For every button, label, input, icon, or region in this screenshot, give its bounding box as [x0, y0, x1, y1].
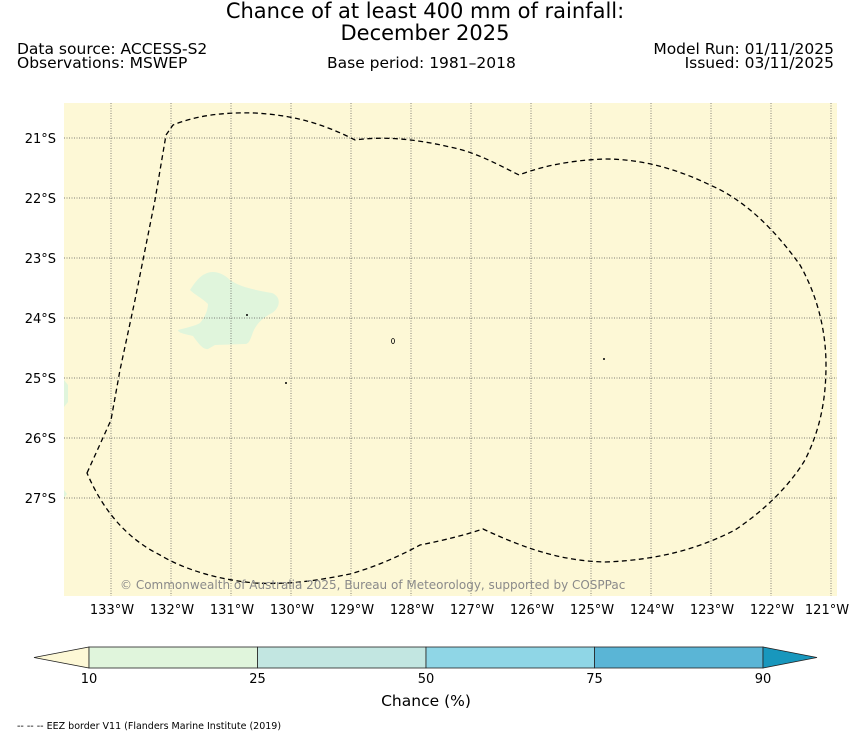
colorbar-tick-75: 75 [586, 672, 603, 687]
lon-label-129: 129°W [330, 603, 374, 618]
map-title-line2: December 2025 [340, 21, 510, 45]
colorbar-tick-50: 50 [418, 672, 435, 687]
island-markers [245, 313, 606, 384]
lat-label-27: 27°S [25, 492, 56, 507]
model-run-label: Model Run: 01/11/2025 [653, 40, 834, 58]
lon-label-128: 128°W [390, 603, 434, 618]
colorbar-extend-low [33, 646, 90, 669]
colorbar-band-10-25 [88, 646, 258, 669]
data-source-label: Data source: ACCESS-S2 [17, 40, 208, 58]
issued-label: Issued: 03/11/2025 [684, 54, 834, 72]
lon-label-125: 125°W [570, 603, 614, 618]
island-marker-1 [391, 338, 395, 344]
probability-region-10-25 [178, 272, 279, 350]
lon-label-124: 124°W [630, 603, 674, 618]
colorbar-tick-25: 25 [249, 672, 266, 687]
lat-label-26: 26°S [25, 432, 56, 447]
island-marker-3 [284, 381, 287, 384]
graticule [64, 103, 837, 596]
colorbar-band-25-50 [257, 646, 427, 669]
colorbar-tick-10: 10 [81, 672, 98, 687]
lat-label-21: 21°S [25, 132, 56, 147]
lon-label-133: 133°W [90, 603, 134, 618]
lat-label-22: 22°S [25, 192, 56, 207]
colorbar-tick-90: 90 [755, 672, 772, 687]
lat-label-24: 24°S [25, 312, 56, 327]
lon-label-126: 126°W [510, 603, 554, 618]
lon-label-131: 131°W [210, 603, 254, 618]
colorbar-extend-high [762, 646, 818, 669]
colorbar [33, 646, 818, 669]
lon-label-122: 122°W [750, 603, 794, 618]
eez-legend-note: -- -- -- EEZ border V11 (Flanders Marine… [17, 721, 281, 732]
colorbar-band-50-75 [425, 646, 595, 669]
probability-region-edge [64, 380, 68, 407]
lon-label-127: 127°W [450, 603, 494, 618]
lon-label-130: 130°W [270, 603, 314, 618]
lon-label-121: 121°W [805, 603, 849, 618]
island-marker-2 [245, 313, 248, 316]
base-period-label: Base period: 1981–2018 [327, 54, 516, 72]
lon-label-132: 132°W [150, 603, 194, 618]
copyright-text: © Commonwealth of Australia 2025, Bureau… [120, 578, 625, 592]
island-marker-4 [603, 357, 606, 360]
lon-label-123: 123°W [690, 603, 734, 618]
eez-border [86, 112, 827, 585]
colorbar-band-75-90 [594, 646, 764, 669]
map-background [64, 103, 837, 596]
observations-label: Observations: MSWEP [17, 54, 188, 72]
colorbar-title: Chance (%) [381, 692, 471, 710]
lat-label-23: 23°S [25, 252, 56, 267]
map-title-line1: Chance of at least 400 mm of rainfall: [225, 0, 625, 23]
probability-region-edge-small [64, 490, 67, 498]
lat-label-25: 25°S [25, 372, 56, 387]
